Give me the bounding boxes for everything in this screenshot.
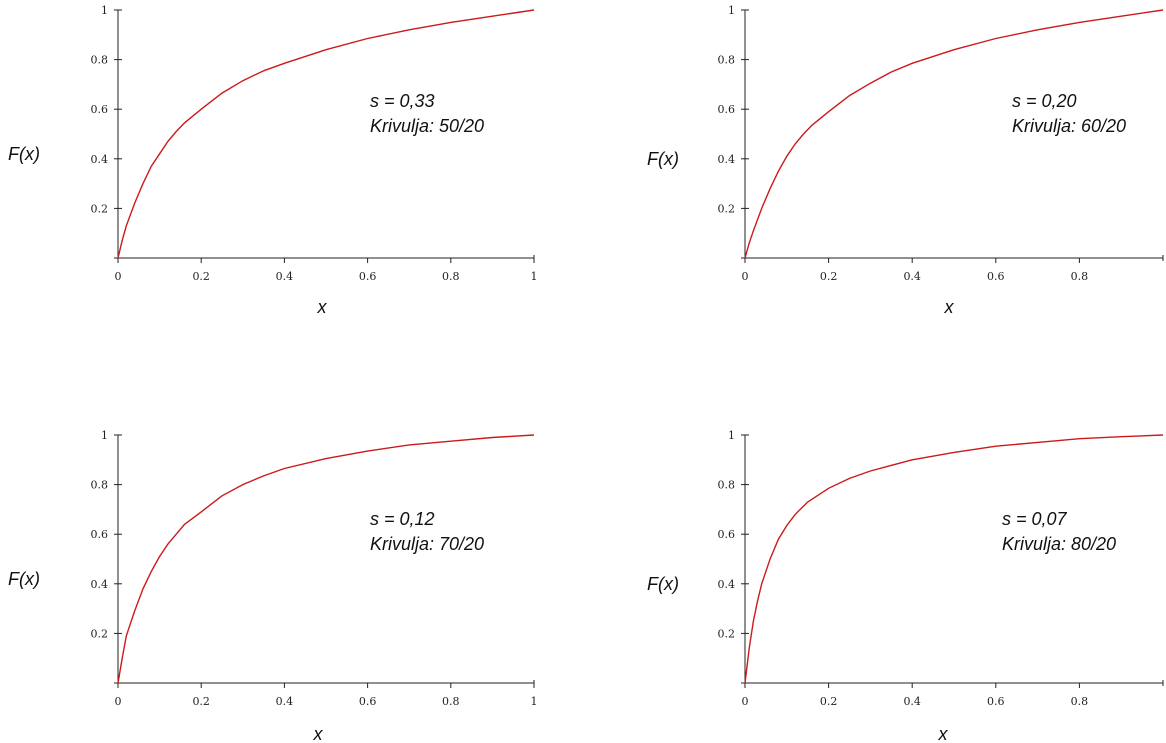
x-tick-label: 0.6 <box>359 270 377 283</box>
x-tick-label: 0 <box>742 270 749 283</box>
y-tick-label: 0.4 <box>718 578 736 591</box>
annotation-s-value: s = 0,33 <box>370 91 435 111</box>
x-tick-label: 0.2 <box>820 695 838 708</box>
x-tick-label: 0 <box>115 270 122 283</box>
x-tick-label: 1 <box>531 695 538 708</box>
cdf-curve <box>744 434 1164 684</box>
y-tick-label: 0.6 <box>718 528 736 541</box>
chart-2: 0 0.2 0.4 0.6 0.8 0.2 0.4 0.6 0.8 1 F(x) x s = 0,20 K… <box>647 4 1164 317</box>
y-tick-label: 0.6 <box>91 103 109 116</box>
annotation-curve: Krivulja: 60/20 <box>1012 116 1126 136</box>
y-axis-label: F(x) <box>647 149 679 169</box>
y-tick-label: 1 <box>101 429 108 442</box>
x-tick-label: 0.8 <box>442 270 460 283</box>
x-tick-label: 0.4 <box>903 695 921 708</box>
x-tick-label: 0.2 <box>192 270 210 283</box>
y-tick-label: 0.8 <box>91 479 109 492</box>
x-tick-label: 0.2 <box>820 270 838 283</box>
x-tick-label: 0 <box>115 695 122 708</box>
x-tick-label: 0.4 <box>276 695 294 708</box>
cdf-curve <box>744 9 1164 259</box>
y-tick-label: 0.4 <box>718 153 736 166</box>
annotation-curve: Krivulja: 70/20 <box>370 534 484 554</box>
x-tick-label: 0.6 <box>359 695 377 708</box>
y-tick-label: 0.8 <box>718 54 736 67</box>
y-tick-label: 0.8 <box>718 479 736 492</box>
x-tick-label: 0.4 <box>276 270 294 283</box>
y-tick-label: 0.2 <box>91 202 109 215</box>
x-tick-label: 0.8 <box>442 695 460 708</box>
x-tick-label: 1 <box>531 270 538 283</box>
x-axis-label: x <box>313 724 324 743</box>
chart-1: 0 0.2 0.4 0.6 0.8 1 0.2 0.4 0.6 0.8 1 F(x) x s = 0,33… <box>8 4 538 317</box>
annotation-s-value: s = 0,07 <box>1002 509 1068 529</box>
x-axis-label: x <box>944 297 955 317</box>
y-tick-label: 1 <box>728 429 735 442</box>
y-tick-label: 0.8 <box>91 54 109 67</box>
x-axis-label: x <box>938 724 949 743</box>
chart-4: 0 0.2 0.4 0.6 0.8 0.2 0.4 0.6 0.8 1 F(x) x s = 0,07 K… <box>647 429 1164 743</box>
y-tick-label: 0.4 <box>91 153 109 166</box>
y-tick-label: 0.4 <box>91 578 109 591</box>
y-tick-label: 0.6 <box>718 103 736 116</box>
cdf-curve <box>117 9 535 259</box>
x-tick-label: 0.6 <box>987 270 1005 283</box>
x-tick-label: 0.8 <box>1071 695 1089 708</box>
cdf-curve <box>117 434 535 684</box>
y-axis-label: F(x) <box>8 144 40 164</box>
y-axis-label: F(x) <box>647 574 679 594</box>
y-axis-label: F(x) <box>8 569 40 589</box>
annotation-s-value: s = 0,20 <box>1012 91 1077 111</box>
annotation-curve: Krivulja: 50/20 <box>370 116 484 136</box>
chart-3: 0 0.2 0.4 0.6 0.8 1 0.2 0.4 0.6 0.8 1 F(x) x s = 0,12… <box>8 429 538 743</box>
x-tick-label: 0.6 <box>987 695 1005 708</box>
annotation-curve: Krivulja: 80/20 <box>1002 534 1116 554</box>
x-tick-label: 0.8 <box>1071 270 1089 283</box>
x-axis-label: x <box>317 297 328 317</box>
y-tick-label: 0.2 <box>718 202 736 215</box>
x-tick-label: 0 <box>742 695 749 708</box>
y-tick-label: 0.6 <box>91 528 109 541</box>
y-tick-label: 1 <box>101 4 108 17</box>
x-tick-label: 0.4 <box>903 270 921 283</box>
annotation-s-value: s = 0,12 <box>370 509 435 529</box>
x-tick-label: 0.2 <box>192 695 210 708</box>
y-tick-label: 0.2 <box>91 627 109 640</box>
y-tick-label: 1 <box>728 4 735 17</box>
y-tick-label: 0.2 <box>718 627 736 640</box>
